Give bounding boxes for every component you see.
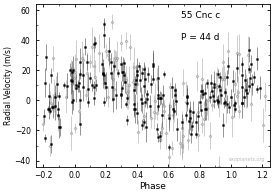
Text: 55 Cnc c: 55 Cnc c	[181, 11, 220, 20]
Text: exoplanets.org: exoplanets.org	[229, 157, 265, 162]
X-axis label: Phase: Phase	[139, 182, 166, 191]
Y-axis label: Radial Velocity (m/s): Radial Velocity (m/s)	[4, 46, 13, 125]
Text: P = 44 d: P = 44 d	[181, 33, 219, 42]
